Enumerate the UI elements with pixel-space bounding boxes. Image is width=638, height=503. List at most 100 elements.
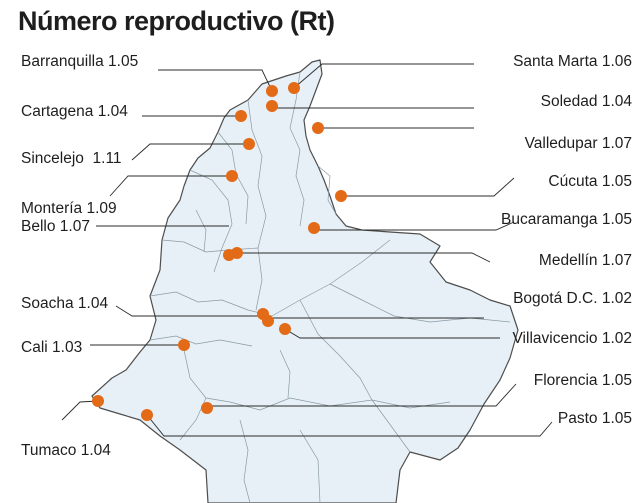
city-label-cartagena: Cartagena 1.04 (21, 103, 128, 120)
city-label-villavicencio: Villavicencio 1.02 (513, 330, 633, 347)
city-name: Villavicencio (513, 330, 602, 347)
city-label-monteria: Montería 1.09 (21, 200, 117, 217)
city-rt-value: 1.04 (81, 442, 112, 459)
city-marker-cartagena (235, 110, 247, 122)
city-label-tumaco: Tumaco 1.04 (21, 442, 111, 459)
city-rt-value: 1.07 (60, 218, 90, 235)
city-markers (92, 82, 347, 421)
city-marker-villavicencio (279, 323, 291, 335)
department-border (247, 99, 267, 311)
leader-line-medellin (237, 252, 491, 263)
city-name: Cartagena (21, 103, 98, 120)
city-marker-medellin (231, 247, 243, 259)
city-label-bello: Bello 1.07 (21, 218, 90, 235)
department-border (259, 397, 451, 411)
department-border (189, 169, 233, 273)
city-rt-value: 1.04 (602, 93, 633, 110)
leader-line-florencia (207, 383, 517, 407)
city-rt-value: 1.05 (602, 173, 632, 190)
leader-line-barranquilla (158, 69, 273, 92)
city-label-pasto: Pasto 1.05 (558, 410, 632, 427)
city-label-soacha: Soacha 1.04 (21, 295, 108, 312)
city-marker-valledupar (312, 122, 324, 134)
leader-line-bucaramanga (314, 221, 515, 231)
city-label-cucuta: Cúcuta 1.05 (548, 173, 632, 190)
city-marker-monteria (226, 170, 238, 182)
city-marker-bogota (262, 315, 274, 327)
city-rt-value: 1.04 (78, 295, 109, 312)
city-label-cali: Cali 1.03 (21, 339, 82, 356)
city-name: Cali (21, 339, 52, 356)
city-label-barranquilla: Barranquilla 1.05 (21, 53, 138, 70)
leader-line-santa-marta (293, 63, 474, 89)
city-marker-santa-marta (288, 82, 300, 94)
city-marker-barranquilla (266, 85, 278, 97)
leader-line-soacha (115, 305, 263, 317)
city-rt-value: 1.05 (108, 53, 138, 70)
leader-line-pasto (146, 414, 553, 437)
city-name: Florencia (534, 372, 602, 389)
city-name: Soledad (541, 93, 602, 110)
city-name: Bello (21, 218, 60, 235)
city-label-valledupar: Valledupar 1.07 (525, 135, 632, 152)
city-rt-value: 1.02 (602, 330, 632, 347)
city-name: Cúcuta (548, 173, 601, 190)
department-border (239, 419, 251, 503)
city-rt-value: 1.06 (602, 53, 632, 70)
city-label-florencia: Florencia 1.05 (534, 372, 632, 389)
city-label-bogota: Bogotá D.C. 1.02 (513, 290, 632, 307)
department-border (279, 349, 291, 399)
department-border (195, 209, 207, 253)
city-name: Barranquilla (21, 53, 108, 70)
department-border (149, 291, 273, 317)
city-labels: Barranquilla 1.05 Santa Marta 1.06 Cartage… (21, 53, 632, 459)
leader-line-monteria (109, 175, 232, 197)
city-marker-cali (178, 339, 190, 351)
city-marker-pasto (141, 409, 153, 421)
department-border (317, 165, 337, 215)
city-name: Bucaramanga (501, 211, 602, 228)
city-name: Valledupar (525, 135, 602, 152)
city-label-medellin: Medellín 1.07 (539, 252, 632, 269)
city-label-soledad: Soledad 1.04 (541, 93, 633, 110)
city-label-santa-marta: Santa Marta 1.06 (513, 53, 632, 70)
city-rt-value: 1.05 (602, 372, 632, 389)
department-border (299, 429, 321, 503)
city-name: Santa Marta (513, 53, 602, 70)
city-name: Tumaco (21, 442, 81, 459)
city-rt-value: 1.11 (93, 150, 122, 167)
map-base (91, 59, 519, 503)
leader-line-tumaco (61, 400, 99, 421)
department-border (371, 399, 411, 453)
city-name: Pasto (558, 410, 602, 427)
city-rt-value: 1.02 (602, 290, 632, 307)
city-rt-value: 1.04 (98, 103, 129, 120)
department-border (149, 335, 253, 347)
city-marker-bucaramanga (308, 222, 320, 234)
leader-line-cucuta (341, 177, 515, 197)
city-marker-tumaco (92, 395, 104, 407)
city-rt-value: 1.05 (602, 410, 632, 427)
leader-lines (61, 63, 553, 437)
department-border (289, 71, 305, 227)
department-border (329, 283, 511, 323)
city-rt-value: 1.03 (52, 339, 82, 356)
country-shape (91, 59, 519, 503)
city-rt-value: 1.05 (602, 211, 632, 228)
city-name: Bogotá D.C. (513, 290, 602, 307)
city-marker-sincelejo (243, 138, 255, 150)
city-rt-value: 1.07 (602, 252, 632, 269)
city-marker-soledad (266, 100, 278, 112)
city-name: Medellín (539, 252, 602, 269)
city-rt-value: 1.09 (86, 200, 116, 217)
department-border (299, 299, 373, 401)
leader-line-sincelejo (131, 143, 249, 161)
map-title: Número reproductivo (Rt) (18, 6, 335, 36)
city-name: Soacha (21, 295, 78, 312)
city-name: Montería (21, 200, 86, 217)
city-marker-florencia (201, 402, 213, 414)
city-marker-cucuta (335, 190, 347, 202)
city-rt-value: 1.07 (602, 135, 632, 152)
